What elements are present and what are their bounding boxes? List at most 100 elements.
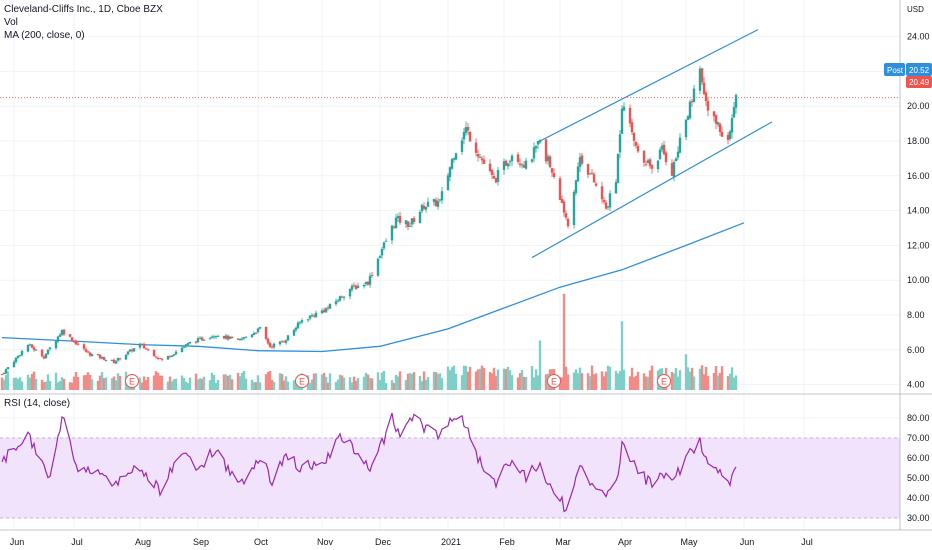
candle-body — [340, 296, 344, 298]
candle — [224, 333, 228, 341]
volume-bar — [600, 371, 604, 390]
candle-body — [40, 349, 44, 357]
candle — [378, 254, 382, 259]
candle — [300, 318, 304, 325]
legend-volume[interactable]: Vol — [4, 17, 18, 28]
candle — [574, 179, 578, 196]
candle-body — [446, 175, 450, 191]
candle — [698, 66, 702, 95]
volume-bar — [692, 376, 696, 390]
candle — [468, 130, 472, 142]
volume-bar — [432, 371, 436, 390]
volume-bar — [490, 373, 494, 390]
earnings-marker[interactable]: E — [125, 374, 139, 388]
candle — [314, 310, 318, 319]
candle-body — [574, 180, 578, 193]
earnings-marker[interactable]: E — [547, 374, 561, 388]
volume-bar — [202, 376, 206, 390]
post-price-tag-box — [906, 63, 932, 76]
candle — [210, 335, 214, 339]
volume-bar — [292, 380, 296, 390]
channel-lower-line[interactable] — [531, 121, 773, 259]
candle — [578, 152, 582, 173]
candle-body — [508, 161, 512, 163]
volume-bar — [672, 373, 676, 390]
candle — [632, 132, 636, 147]
volume-bar — [118, 375, 122, 390]
candle-body — [642, 150, 646, 163]
rsi-axis[interactable]: 80.00 70.00 60.00 50.00 40.00 30.00 — [907, 413, 930, 523]
time-tick-label: Jun — [10, 537, 25, 547]
candle — [48, 347, 52, 351]
legend-symbol[interactable]: Cleveland-Cliffs Inc., 1D, Cboe BZX — [4, 4, 163, 15]
time-tick-label: Feb — [499, 537, 515, 547]
candle — [252, 331, 256, 336]
volume-bar — [216, 379, 220, 390]
volume-bar — [622, 369, 626, 390]
candle — [448, 166, 452, 182]
candle-body — [488, 163, 492, 172]
candle — [264, 326, 268, 341]
candle-body — [530, 159, 534, 162]
earnings-marker[interactable]: E — [295, 374, 309, 388]
legend-moving-average[interactable]: MA (200, close, 0) — [4, 30, 85, 41]
candle-body — [68, 334, 72, 337]
candle — [112, 358, 116, 364]
price-tick-label: 12.00 — [907, 240, 930, 250]
candle — [504, 159, 508, 167]
volume-bar — [684, 354, 688, 390]
candle-body — [616, 153, 620, 183]
legend-rsi[interactable]: RSI (14, close) — [4, 398, 71, 409]
volume-bar — [110, 378, 114, 390]
candle — [436, 197, 440, 210]
time-tick-label: Mar — [555, 537, 571, 547]
candle — [432, 198, 436, 206]
volume-bar — [258, 382, 262, 390]
candle — [170, 355, 174, 358]
volume-bar — [236, 372, 240, 390]
volume-bar — [504, 368, 508, 390]
volume-bar — [390, 380, 394, 390]
candle-body — [282, 341, 286, 343]
channel-upper-line[interactable] — [539, 29, 759, 142]
candle-body — [146, 349, 150, 351]
candle — [714, 114, 718, 130]
candle — [268, 341, 272, 349]
candle-body — [496, 170, 500, 182]
volume-bar — [196, 379, 200, 390]
candle — [620, 105, 624, 135]
candle — [438, 198, 442, 203]
volume-bar — [452, 365, 456, 390]
candle-body — [658, 149, 662, 160]
candle-body — [510, 155, 514, 161]
candle-body — [124, 354, 128, 360]
price-axis[interactable]: USD 24.0022.0020.0018.0016.0014.0012.001… — [907, 5, 930, 390]
candle — [614, 179, 618, 195]
candle-body — [156, 357, 160, 359]
candle-body — [200, 337, 204, 341]
candle-body — [426, 201, 430, 207]
candle — [702, 76, 706, 95]
volume-bar — [380, 372, 384, 390]
time-axis[interactable]: Jun Jul Aug Sep Oct Nov Dec 2021 Feb Mar Apr May Jun… — [10, 537, 813, 547]
volume-bar — [382, 370, 386, 390]
candle-body — [592, 174, 596, 183]
time-tick-label: Nov — [317, 537, 334, 547]
volume-bar — [606, 365, 610, 390]
earnings-marker[interactable]: E — [657, 374, 671, 388]
candle — [726, 132, 730, 145]
volume-bar — [438, 373, 442, 390]
earnings-marker-circle — [125, 374, 139, 388]
candle — [272, 342, 276, 350]
candle-body — [342, 296, 346, 298]
volume-bar — [726, 376, 730, 390]
candle-body — [322, 310, 326, 312]
candle — [408, 222, 412, 227]
volume-bar — [492, 367, 496, 390]
candle — [488, 159, 492, 173]
candle — [98, 354, 102, 360]
volume-bar — [630, 367, 634, 390]
volume-bar — [530, 366, 534, 390]
